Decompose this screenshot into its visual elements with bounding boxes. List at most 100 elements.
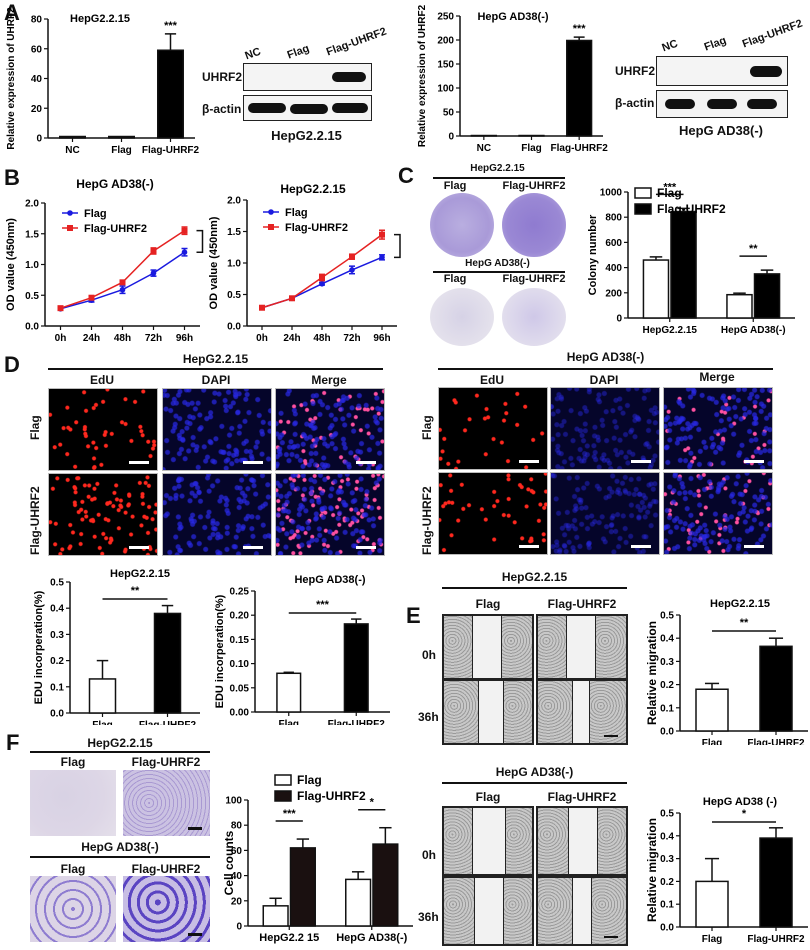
col-label: Flag-UHRF2: [131, 755, 201, 769]
group-title: HepG2.2.15: [470, 163, 525, 174]
panel-label-b: B: [4, 165, 20, 190]
image-merge-flag: [663, 387, 773, 470]
col-label: Flag: [443, 273, 467, 285]
svg-text:Flag-UHRF2: Flag-UHRF2: [142, 145, 200, 156]
svg-text:Flag: Flag: [521, 143, 542, 154]
svg-text:600: 600: [605, 238, 622, 249]
svg-text:0.4: 0.4: [660, 831, 674, 842]
channel-label: EdU: [480, 373, 504, 387]
svg-text:***: ***: [663, 181, 677, 193]
svg-text:96h: 96h: [176, 333, 193, 344]
svg-text:0.3: 0.3: [50, 630, 64, 641]
svg-text:800: 800: [605, 213, 622, 224]
panel-label-a: A: [4, 0, 20, 25]
svg-text:Flag: Flag: [84, 208, 107, 220]
svg-text:80: 80: [231, 821, 243, 832]
image-dapi-flag-uhrf2: [550, 472, 660, 555]
svg-text:0: 0: [236, 922, 242, 933]
svg-text:40: 40: [31, 74, 43, 85]
svg-text:Flag-UHRF2: Flag-UHRF2: [551, 143, 609, 154]
svg-text:0.5: 0.5: [25, 291, 39, 302]
svg-text:Flag: Flag: [92, 720, 113, 725]
svg-text:0.2: 0.2: [660, 680, 674, 691]
svg-text:OD value (450nm): OD value (450nm): [5, 218, 17, 311]
svg-text:Colony number: Colony number: [587, 214, 599, 295]
svg-text:0.00: 0.00: [230, 708, 250, 719]
col-label: Flag-UHRF2: [502, 180, 566, 192]
svg-text:24h: 24h: [283, 333, 300, 344]
blot-caption: HepG AD38(-): [678, 123, 764, 138]
image-edu-flag: [48, 388, 158, 471]
svg-text:HepG AD38 (-): HepG AD38 (-): [703, 796, 777, 808]
col-label: Flag: [443, 180, 467, 192]
svg-text:0.4: 0.4: [50, 604, 64, 615]
svg-text:0.1: 0.1: [660, 703, 674, 714]
panel-label-d: D: [4, 352, 20, 377]
row-label: UHRF2: [615, 64, 656, 78]
svg-text:HepG AD38(-): HepG AD38(-): [477, 11, 548, 23]
col-label: Flag-UHRF2: [131, 862, 201, 876]
svg-text:Flag: Flag: [702, 934, 723, 945]
image-edu-flag-uhrf2: [48, 473, 158, 556]
svg-text:0.0: 0.0: [50, 709, 64, 720]
lane-label: NC: [243, 45, 263, 63]
svg-text:0.2: 0.2: [660, 877, 674, 888]
svg-text:Flag: Flag: [702, 738, 723, 745]
col-label: Flag: [475, 790, 501, 804]
svg-text:HepG2.2.15: HepG2.2.15: [710, 598, 770, 610]
svg-text:HepG2.2.15: HepG2.2.15: [110, 568, 170, 580]
svg-text:**: **: [749, 243, 758, 255]
row-label: Flag-UHRF2: [420, 486, 434, 555]
transwell-hepg2215-flag: [30, 770, 116, 836]
lane-label: Flag: [702, 34, 728, 54]
group-title: HepG2.2.15: [87, 736, 153, 750]
svg-text:1.5: 1.5: [25, 229, 39, 240]
row-label: Flag: [28, 415, 42, 440]
svg-text:Relative expression of UHRF2: Relative expression of UHRF2: [6, 7, 17, 150]
svg-text:72h: 72h: [145, 333, 162, 344]
svg-text:Flag: Flag: [297, 773, 322, 787]
row-label: UHRF2: [202, 70, 243, 84]
svg-text:0.2: 0.2: [50, 656, 64, 667]
svg-text:0.25: 0.25: [230, 587, 250, 598]
image-merge-flag-uhrf2: [663, 472, 773, 555]
blot-strip-actin: [656, 90, 788, 118]
svg-text:0.05: 0.05: [230, 683, 250, 694]
svg-text:100: 100: [225, 796, 242, 807]
svg-text:0h: 0h: [256, 333, 268, 344]
svg-text:0.5: 0.5: [660, 611, 674, 622]
col-label: Flag: [60, 862, 86, 876]
dish-ad38-flag: [430, 288, 494, 346]
chart-d1-edu-hepg2215: 0.0 0.1 0.2 0.3 0.4 0.5 EDU incorperation(%) Fl…: [33, 568, 200, 725]
chart-b2-od-hepg2215: 0.0 0.5 1.0 1.5 2.0 OD value (450nm) 0h 24h 48h 7…: [208, 182, 401, 344]
svg-text:60: 60: [231, 846, 243, 857]
group-title: HepG2.2.15: [501, 570, 568, 584]
blot-strip-uhrf2: [243, 63, 372, 91]
svg-text:0.1: 0.1: [660, 900, 674, 911]
chart-a2-uhrf2-expression-ad38: 0 50 100 150 200 250 Relative expression of UH…: [417, 4, 609, 154]
svg-text:250: 250: [437, 12, 454, 23]
wound-flag-uhrf2-36h: [536, 876, 628, 946]
svg-text:*: *: [742, 808, 747, 820]
svg-text:Flag: Flag: [285, 207, 308, 219]
blot-caption: HepG2.2.15: [271, 128, 342, 143]
svg-text:Flag-UHRF2: Flag-UHRF2: [657, 202, 726, 216]
channel-label: EdU: [90, 373, 114, 387]
chart-d2-edu-ad38: 0.00 0.05 0.10 0.15 0.20 0.25 EDU incorperatio…: [214, 574, 390, 725]
col-label: Flag-UHRF2: [547, 790, 617, 804]
svg-text:Relative migration: Relative migration: [645, 621, 659, 725]
row-label: β-actin: [615, 96, 655, 110]
svg-text:Flag-UHRF2: Flag-UHRF2: [84, 223, 147, 235]
svg-text:0h: 0h: [55, 333, 67, 344]
svg-text:NC: NC: [477, 143, 491, 154]
svg-text:24h: 24h: [83, 333, 100, 344]
svg-text:0: 0: [616, 314, 622, 325]
svg-text:100: 100: [437, 84, 454, 95]
lane-label: Flag-UHRF2: [324, 25, 389, 59]
svg-text:1.0: 1.0: [25, 260, 39, 271]
svg-text:EDU incorperation(%): EDU incorperation(%): [33, 590, 45, 704]
svg-text:HepG AD38(-): HepG AD38(-): [336, 932, 407, 944]
svg-text:Flag-UHRF2: Flag-UHRF2: [297, 789, 366, 803]
svg-text:0: 0: [36, 134, 42, 145]
